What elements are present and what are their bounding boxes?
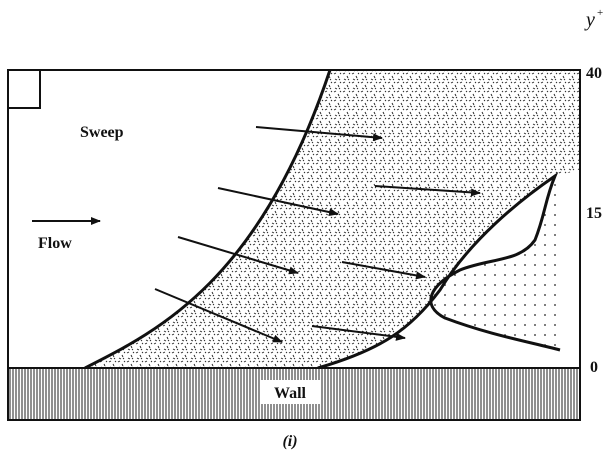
sweep-boundary <box>84 69 332 370</box>
arrows <box>32 126 481 343</box>
tick-label: 15 <box>586 205 602 222</box>
sweep-label: Sweep <box>80 124 124 141</box>
arrow <box>341 261 426 280</box>
regions <box>7 69 581 421</box>
arrow <box>154 288 283 343</box>
ejection-boundary <box>317 171 561 370</box>
axis-label: y <box>584 9 595 31</box>
tick-label: 0 <box>590 359 598 376</box>
flow-label: Flow <box>38 235 72 252</box>
corner-box <box>8 70 41 109</box>
arrow <box>255 126 383 142</box>
wall-label: Wall <box>274 385 307 402</box>
wall-label-bg <box>260 380 320 404</box>
arrow <box>177 236 299 275</box>
tick-label: 40 <box>586 65 602 82</box>
arrow <box>217 187 339 217</box>
low-speed-region <box>430 176 560 350</box>
arrow <box>374 185 481 197</box>
sweep-region <box>85 70 580 368</box>
axis-label-sup: + <box>597 7 603 19</box>
caption: (i) <box>282 433 297 450</box>
texts: y + 40 15 0 Sweep Flow Wall (i) <box>38 7 603 450</box>
arrow <box>311 325 406 341</box>
